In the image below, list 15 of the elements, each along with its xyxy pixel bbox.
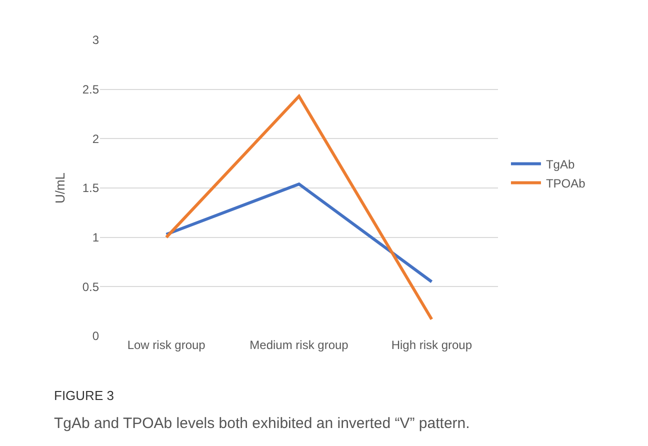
- legend-label: TPOAb: [546, 176, 586, 190]
- caption: FIGURE 3: [54, 388, 114, 403]
- y-tick-label: 0.5: [82, 280, 100, 294]
- y-tick-label: 0: [92, 329, 100, 344]
- y-tick-label: 3: [92, 33, 100, 48]
- y-tick-label: 2: [92, 132, 100, 146]
- text: TgAb and TPOAb levels both exhibited an inverted “V” pattern.: [54, 415, 470, 432]
- x-tick-label: Medium risk group: [250, 338, 349, 352]
- y-axis-title: U/mL: [52, 172, 68, 204]
- x-tick-label: High risk group: [391, 338, 472, 352]
- x-tick-label: Low risk group: [127, 338, 206, 352]
- y-tick-label: 2.5: [82, 82, 100, 97]
- y-tick-label: 1: [92, 230, 100, 245]
- y-tick-label: 1.5: [82, 181, 100, 196]
- legend-label: TgAb: [546, 157, 575, 172]
